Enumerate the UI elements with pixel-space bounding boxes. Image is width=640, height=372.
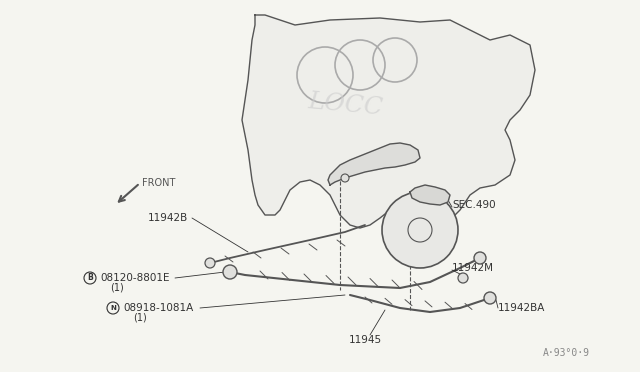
Text: 08918-1081A: 08918-1081A	[123, 303, 193, 313]
Circle shape	[205, 258, 215, 268]
Text: 11942M: 11942M	[452, 263, 494, 273]
Text: N: N	[110, 305, 116, 311]
Polygon shape	[242, 15, 535, 228]
Text: (1): (1)	[110, 283, 124, 293]
Text: A·93°0·9: A·93°0·9	[543, 348, 590, 358]
Text: 11942BA: 11942BA	[498, 303, 545, 313]
Text: FRONT: FRONT	[142, 178, 175, 188]
Circle shape	[382, 192, 458, 268]
Text: 08120-8801E: 08120-8801E	[100, 273, 170, 283]
Text: 11945: 11945	[348, 335, 381, 345]
Circle shape	[474, 252, 486, 264]
Circle shape	[223, 265, 237, 279]
Circle shape	[484, 292, 496, 304]
Circle shape	[458, 273, 468, 283]
Text: (1): (1)	[133, 313, 147, 323]
Text: 11942B: 11942B	[148, 213, 188, 223]
Circle shape	[341, 174, 349, 182]
Text: SEC.490: SEC.490	[452, 200, 495, 210]
Polygon shape	[328, 143, 420, 185]
Polygon shape	[410, 185, 450, 205]
Text: LOCC: LOCC	[307, 90, 383, 120]
Text: B: B	[87, 273, 93, 282]
